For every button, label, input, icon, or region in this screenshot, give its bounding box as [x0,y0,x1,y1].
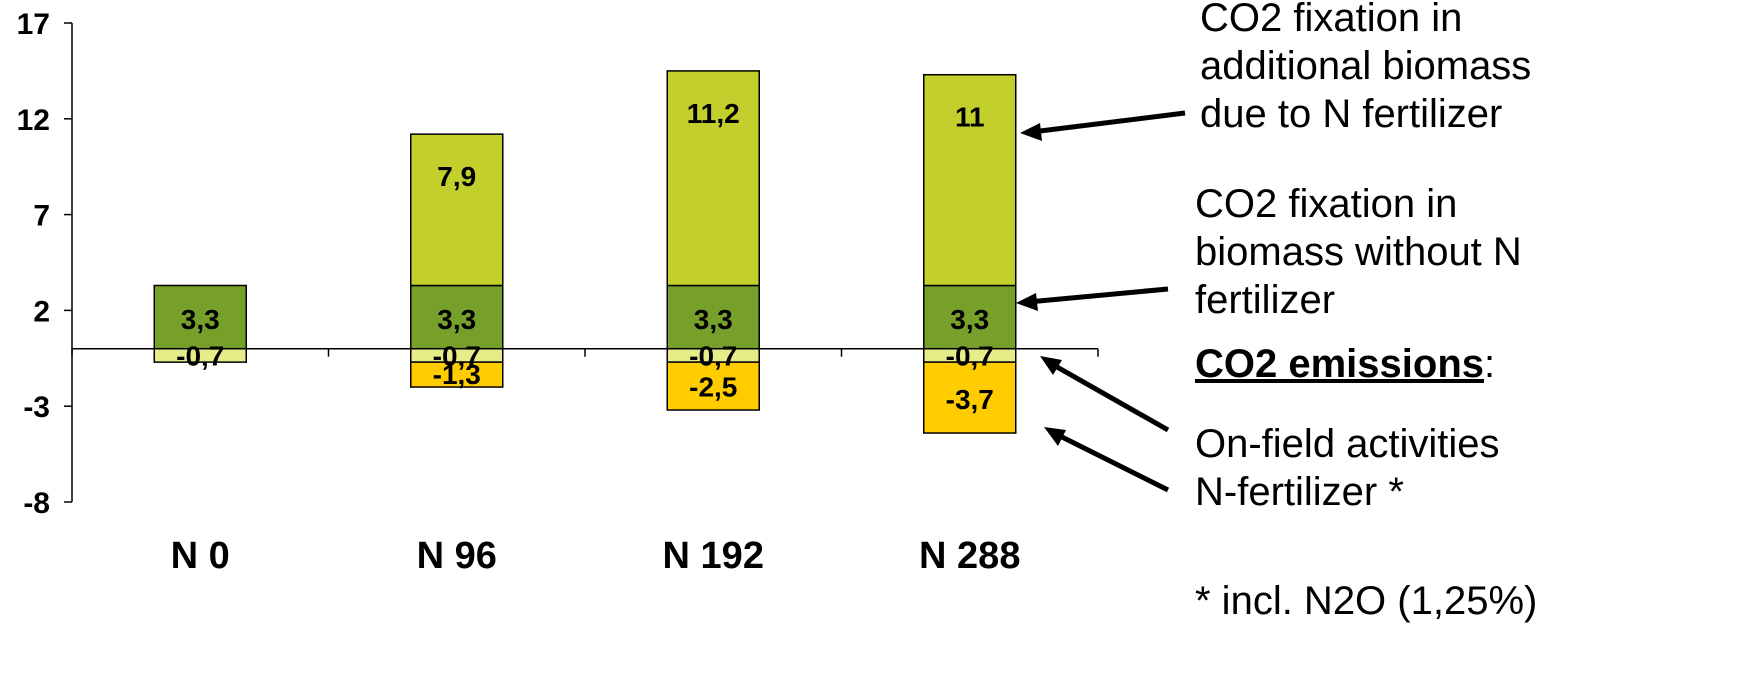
data-label: 3,3 [950,304,989,335]
data-label: -0,7 [176,340,224,371]
arrow-on-field [1048,360,1170,433]
data-label: 11 [955,102,985,133]
x-category-label: N 96 [417,535,497,577]
arrow-biomass-without-n [1027,286,1169,305]
annotation-line: additional biomass [1200,44,1532,88]
y-tick-label: 17 [17,8,50,41]
data-label: 3,3 [437,304,476,335]
annotation-line: N-fertilizer * [1195,470,1404,514]
annotation-on-field: On-field activities N-fertilizer * [1195,420,1500,516]
annotation-additional-biomass: CO2 fixation in additional biomass due t… [1200,0,1531,138]
data-label: -0,7 [433,340,481,371]
annotation-footnote: * incl. N2O (1,25%) [1195,577,1537,625]
bar-segment [923,284,1017,350]
annotation-biomass-without-n: CO2 fixation in biomass without N fertil… [1195,180,1522,324]
arrowhead-n-fertilizer [1044,427,1066,446]
y-tick-label: 7 [33,200,50,233]
annotation-emissions-heading: CO2 emissions: [1195,340,1495,388]
x-category-label: N 0 [171,535,230,577]
bar-segment [666,284,760,350]
bar-segment [666,361,760,411]
arrow-additional-biomass [1031,110,1186,135]
data-labels-group: 3,3-0,73,37,9-0,7-1,33,311,2-0,7-2,53,31… [176,98,994,415]
bar-segment [923,361,1017,434]
y-tick-label: -8 [23,487,50,520]
data-label: 11,2 [687,98,740,129]
annotation-line: biomass without N [1195,230,1522,274]
footnote-text: * incl. N2O (1,25%) [1195,579,1538,623]
data-label: -1,3 [433,359,481,390]
y-tick-label: 12 [17,104,50,137]
emissions-heading-text: CO2 emissions [1195,342,1485,386]
arrow-n-fertilizer [1052,430,1170,493]
data-label: 7,9 [437,161,476,192]
y-tick-label: -3 [23,391,50,424]
data-label: 3,3 [694,304,733,335]
annotation-line: fertilizer [1195,278,1336,322]
bar-segment [410,133,504,287]
y-tick-label: 2 [33,295,50,328]
annotation-line: due to N fertilizer [1200,92,1503,136]
x-category-label: N 192 [663,535,764,577]
axes-group: 17 12 7 2 -3 -8 N 0 N 96 N 192 N 288 [17,8,1099,577]
data-label: -0,7 [689,340,737,371]
annotation-line: On-field activities [1195,422,1500,466]
data-label: -0,7 [946,340,994,371]
annotation-arrows [1016,110,1186,493]
data-label: -2,5 [689,371,737,402]
bar-segment [153,284,247,350]
annotation-line: CO2 fixation in [1195,182,1458,226]
arrowhead-biomass-without-n [1016,293,1038,311]
arrowhead-on-field [1040,356,1062,375]
bars-group [153,70,1017,434]
bar-segment [923,73,1017,287]
arrowhead-additional-biomass [1020,123,1042,141]
annotation-line: CO2 fixation in [1200,0,1463,40]
data-label: -3,7 [946,384,994,415]
bar-segment [666,70,760,287]
data-label: 3,3 [181,304,220,335]
x-category-label: N 288 [919,535,1020,577]
emissions-heading-colon: : [1484,342,1496,386]
bar-segment [410,361,504,388]
